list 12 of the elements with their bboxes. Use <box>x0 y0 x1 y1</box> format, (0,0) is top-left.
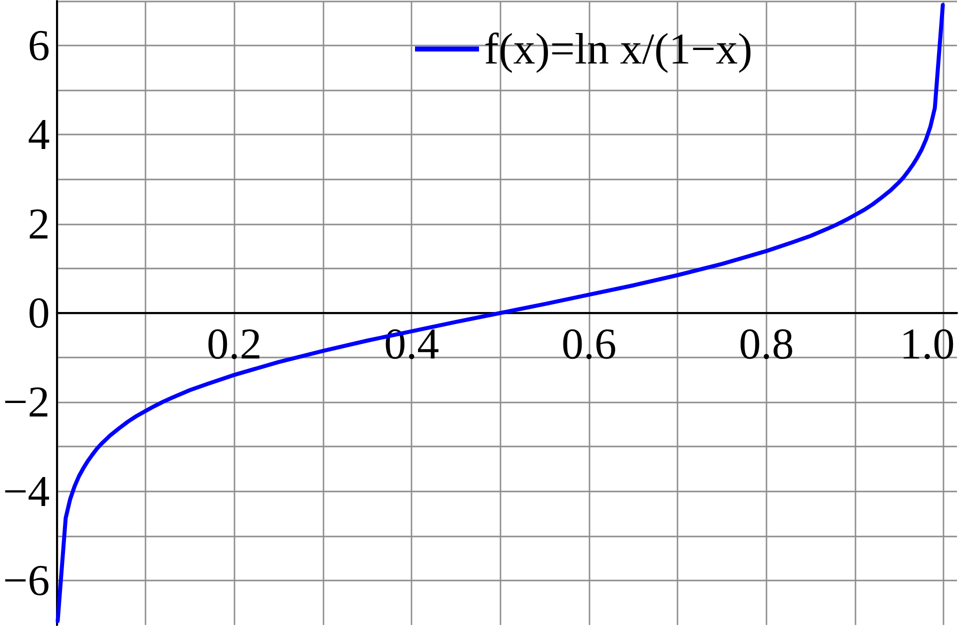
x-tick-label: 0.8 <box>738 320 794 368</box>
y-tick-label: 6 <box>28 21 50 70</box>
y-tick-label: 2 <box>28 199 50 248</box>
y-tick-label: −4 <box>2 466 50 516</box>
x-tick-label: 1.0 <box>900 320 955 368</box>
y-tick-label: −6 <box>2 556 50 605</box>
y-tick-label: −2 <box>2 378 50 427</box>
x-tick-label: 0.6 <box>561 320 616 368</box>
y-tick-label: 0 <box>28 288 50 338</box>
legend-label: f(x)=ln x/(1−x) <box>484 24 752 74</box>
y-tick-label: 4 <box>28 110 50 160</box>
x-tick-label: 0.2 <box>206 320 262 368</box>
